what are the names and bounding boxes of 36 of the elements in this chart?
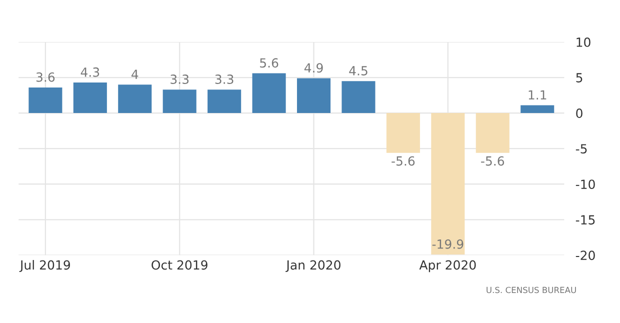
data-label: 4.3	[80, 67, 100, 77]
data-label: 4.5	[349, 66, 368, 76]
y-tick-label: 5	[576, 73, 582, 82]
data-label: 3.3	[215, 74, 234, 84]
data-label: 3.3	[170, 74, 189, 84]
bar	[28, 87, 62, 114]
data-label: -5.6	[481, 156, 504, 166]
y-tick-label: 0	[576, 108, 582, 118]
y-tick-label: 10	[576, 37, 590, 47]
data-label: 4	[132, 70, 138, 79]
y-tick-label: -5	[576, 144, 587, 154]
bar	[162, 90, 196, 114]
data-label: 3.6	[36, 72, 55, 82]
y-tick-label: -20	[576, 250, 595, 260]
bar	[73, 82, 107, 114]
bar	[342, 81, 376, 114]
data-label: 5.6	[260, 58, 278, 68]
data-label: -5.6	[392, 156, 415, 166]
text: U.S. CENSUS BUREAU	[486, 286, 576, 294]
x-tick-label: Jan 2020	[286, 260, 340, 272]
bar	[296, 78, 331, 114]
bar	[386, 113, 420, 153]
data-label: -19.9	[432, 239, 464, 249]
data-label: 1.1	[528, 90, 546, 100]
bar	[252, 73, 286, 114]
data-label: 4.9	[304, 63, 323, 73]
bar	[476, 113, 510, 153]
x-tick-label: Apr 2020	[419, 260, 476, 272]
y-tick-label: -15	[576, 215, 595, 225]
bar	[118, 84, 152, 114]
x-tick-label: Jul 2019	[19, 260, 70, 272]
x-tick-label: Oct 2019	[152, 260, 208, 270]
y-tick-label: -10	[576, 180, 595, 190]
bar	[208, 90, 242, 114]
bar	[520, 105, 554, 114]
bar	[431, 113, 465, 254]
